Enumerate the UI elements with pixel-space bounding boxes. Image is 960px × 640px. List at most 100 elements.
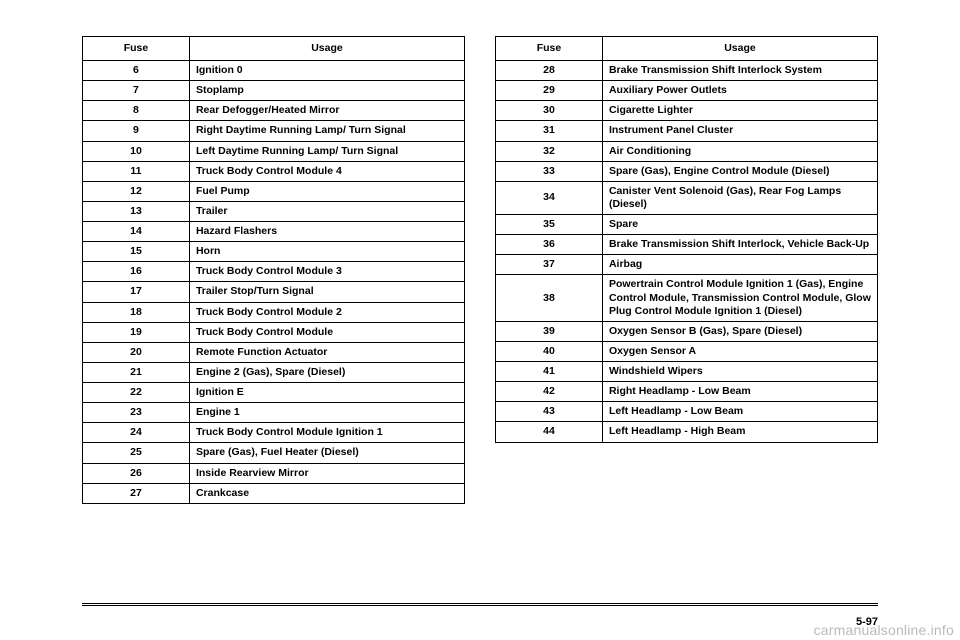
fuse-cell: 31 (496, 121, 603, 141)
table-row: 39Oxygen Sensor B (Gas), Spare (Diesel) (496, 321, 878, 341)
table-row: 30Cigarette Lighter (496, 101, 878, 121)
fuse-cell: 9 (83, 121, 190, 141)
fuse-cell: 25 (83, 443, 190, 463)
fuse-cell: 27 (83, 483, 190, 503)
fuse-cell: 17 (83, 282, 190, 302)
usage-cell: Spare (602, 215, 877, 235)
usage-cell: Right Daytime Running Lamp/ Turn Signal (189, 121, 464, 141)
table-row: 28Brake Transmission Shift Interlock Sys… (496, 61, 878, 81)
usage-cell: Hazard Flashers (189, 222, 464, 242)
fuse-cell: 28 (496, 61, 603, 81)
table-row: 44Left Headlamp - High Beam (496, 422, 878, 442)
header-fuse: Fuse (83, 37, 190, 61)
table-row: 17Trailer Stop/Turn Signal (83, 282, 465, 302)
table-row: 26Inside Rearview Mirror (83, 463, 465, 483)
table-row: 20Remote Function Actuator (83, 342, 465, 362)
usage-cell: Rear Defogger/Heated Mirror (189, 101, 464, 121)
table-row: 9Right Daytime Running Lamp/ Turn Signal (83, 121, 465, 141)
table-row: 43Left Headlamp - Low Beam (496, 402, 878, 422)
fuse-cell: 16 (83, 262, 190, 282)
usage-cell: Right Headlamp - Low Beam (602, 382, 877, 402)
table-row: 18Truck Body Control Module 2 (83, 302, 465, 322)
table-row: 41Windshield Wipers (496, 362, 878, 382)
usage-cell: Brake Transmission Shift Interlock, Vehi… (602, 235, 877, 255)
usage-cell: Truck Body Control Module 4 (189, 161, 464, 181)
usage-cell: Oxygen Sensor A (602, 341, 877, 361)
table-row: 14Hazard Flashers (83, 222, 465, 242)
usage-cell: Airbag (602, 255, 877, 275)
fuse-cell: 35 (496, 215, 603, 235)
usage-cell: Auxiliary Power Outlets (602, 81, 877, 101)
usage-cell: Stoplamp (189, 81, 464, 101)
usage-cell: Canister Vent Solenoid (Gas), Rear Fog L… (602, 181, 877, 214)
fuse-cell: 41 (496, 362, 603, 382)
fuse-cell: 18 (83, 302, 190, 322)
table-row: 6Ignition 0 (83, 61, 465, 81)
fuse-cell: 19 (83, 322, 190, 342)
usage-cell: Windshield Wipers (602, 362, 877, 382)
fuse-cell: 37 (496, 255, 603, 275)
left-column: Fuse Usage 6Ignition 07Stoplamp8Rear Def… (82, 36, 465, 596)
fuse-cell: 42 (496, 382, 603, 402)
watermark: carmanualsonline.info (814, 622, 954, 638)
table-row: 34Canister Vent Solenoid (Gas), Rear Fog… (496, 181, 878, 214)
usage-cell: Oxygen Sensor B (Gas), Spare (Diesel) (602, 321, 877, 341)
fuse-cell: 15 (83, 242, 190, 262)
table-row: 25Spare (Gas), Fuel Heater (Diesel) (83, 443, 465, 463)
usage-cell: Ignition 0 (189, 61, 464, 81)
usage-cell: Air Conditioning (602, 141, 877, 161)
fuse-cell: 7 (83, 81, 190, 101)
table-row: 29Auxiliary Power Outlets (496, 81, 878, 101)
header-fuse: Fuse (496, 37, 603, 61)
header-usage: Usage (189, 37, 464, 61)
fuse-cell: 32 (496, 141, 603, 161)
usage-cell: Horn (189, 242, 464, 262)
usage-cell: Fuel Pump (189, 181, 464, 201)
usage-cell: Remote Function Actuator (189, 342, 464, 362)
table-row: 27Crankcase (83, 483, 465, 503)
usage-cell: Trailer Stop/Turn Signal (189, 282, 464, 302)
usage-cell: Spare (Gas), Fuel Heater (Diesel) (189, 443, 464, 463)
fuse-cell: 11 (83, 161, 190, 181)
right-column: Fuse Usage 28Brake Transmission Shift In… (495, 36, 878, 596)
table-row: 22Ignition E (83, 383, 465, 403)
fuse-table-left: Fuse Usage 6Ignition 07Stoplamp8Rear Def… (82, 36, 465, 504)
usage-cell: Powertrain Control Module Ignition 1 (Ga… (602, 275, 877, 321)
table-row: 11Truck Body Control Module 4 (83, 161, 465, 181)
usage-cell: Truck Body Control Module 2 (189, 302, 464, 322)
usage-cell: Left Headlamp - High Beam (602, 422, 877, 442)
fuse-cell: 36 (496, 235, 603, 255)
fuse-table-right: Fuse Usage 28Brake Transmission Shift In… (495, 36, 878, 443)
table-row: 35Spare (496, 215, 878, 235)
right-table-body: 28Brake Transmission Shift Interlock Sys… (496, 61, 878, 443)
usage-cell: Cigarette Lighter (602, 101, 877, 121)
fuse-cell: 44 (496, 422, 603, 442)
fuse-cell: 22 (83, 383, 190, 403)
table-row: 15Horn (83, 242, 465, 262)
table-row: 38Powertrain Control Module Ignition 1 (… (496, 275, 878, 321)
footer-rule (82, 603, 878, 606)
header-usage: Usage (602, 37, 877, 61)
usage-cell: Engine 2 (Gas), Spare (Diesel) (189, 362, 464, 382)
usage-cell: Spare (Gas), Engine Control Module (Dies… (602, 161, 877, 181)
left-table-body: 6Ignition 07Stoplamp8Rear Defogger/Heate… (83, 61, 465, 504)
table-row: 7Stoplamp (83, 81, 465, 101)
usage-cell: Left Headlamp - Low Beam (602, 402, 877, 422)
table-row: 21Engine 2 (Gas), Spare (Diesel) (83, 362, 465, 382)
table-row: 31Instrument Panel Cluster (496, 121, 878, 141)
fuse-cell: 38 (496, 275, 603, 321)
table-row: 16Truck Body Control Module 3 (83, 262, 465, 282)
usage-cell: Trailer (189, 201, 464, 221)
fuse-cell: 34 (496, 181, 603, 214)
fuse-cell: 14 (83, 222, 190, 242)
table-row: 12Fuel Pump (83, 181, 465, 201)
table-row: 32Air Conditioning (496, 141, 878, 161)
fuse-cell: 20 (83, 342, 190, 362)
table-row: 24Truck Body Control Module Ignition 1 (83, 423, 465, 443)
usage-cell: Engine 1 (189, 403, 464, 423)
table-row: 36Brake Transmission Shift Interlock, Ve… (496, 235, 878, 255)
table-row: 23Engine 1 (83, 403, 465, 423)
usage-cell: Instrument Panel Cluster (602, 121, 877, 141)
usage-cell: Crankcase (189, 483, 464, 503)
usage-cell: Left Daytime Running Lamp/ Turn Signal (189, 141, 464, 161)
